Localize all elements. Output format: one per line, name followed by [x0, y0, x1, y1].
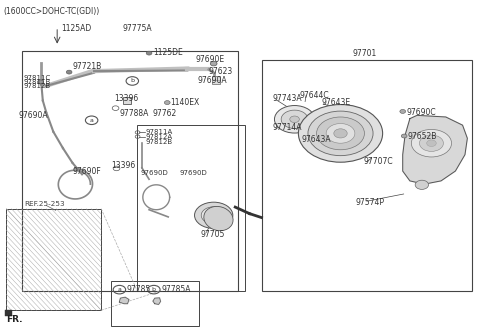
- Text: 97690D: 97690D: [141, 170, 168, 176]
- Circle shape: [427, 140, 436, 146]
- Bar: [111, 281, 199, 326]
- Text: 97644C: 97644C: [300, 90, 329, 100]
- Circle shape: [66, 70, 72, 74]
- Text: 97574P: 97574P: [356, 198, 385, 207]
- Text: 97743A: 97743A: [273, 94, 302, 104]
- Text: 97788A: 97788A: [120, 109, 149, 118]
- Text: 97811B: 97811B: [24, 79, 51, 85]
- Text: 97714A: 97714A: [273, 123, 302, 132]
- Circle shape: [334, 129, 347, 138]
- Bar: [137, 125, 245, 291]
- Circle shape: [290, 116, 300, 123]
- Circle shape: [194, 202, 233, 228]
- Text: FR.: FR.: [6, 315, 23, 324]
- Text: 97785A: 97785A: [161, 286, 191, 294]
- Circle shape: [308, 111, 373, 156]
- Text: 97721B: 97721B: [72, 62, 102, 71]
- Circle shape: [317, 117, 364, 150]
- Circle shape: [326, 124, 355, 143]
- Text: 1125DE: 1125DE: [153, 48, 183, 57]
- Text: 97652B: 97652B: [408, 133, 437, 141]
- Text: a: a: [118, 287, 121, 292]
- Circle shape: [37, 80, 43, 84]
- Text: 97811A: 97811A: [146, 129, 173, 136]
- Circle shape: [210, 61, 217, 66]
- Text: 97690F: 97690F: [72, 167, 101, 176]
- Text: 97690E: 97690E: [195, 55, 224, 64]
- Text: 97812B: 97812B: [24, 83, 51, 89]
- Text: 97623: 97623: [209, 67, 233, 76]
- Ellipse shape: [204, 206, 233, 231]
- Circle shape: [415, 180, 429, 190]
- Text: b: b: [130, 78, 134, 84]
- Circle shape: [208, 211, 219, 219]
- Text: 97690A: 97690A: [19, 111, 48, 120]
- Polygon shape: [403, 115, 468, 184]
- Bar: [22, 51, 238, 291]
- Text: 97690D: 97690D: [179, 170, 207, 176]
- Text: a: a: [90, 118, 94, 123]
- Text: 97812A: 97812A: [146, 134, 173, 140]
- Bar: [212, 76, 220, 84]
- Text: 97762: 97762: [153, 109, 177, 118]
- Circle shape: [420, 135, 444, 151]
- Text: 97707C: 97707C: [363, 157, 393, 166]
- Text: (1600CC>DOHC-TC(GDI)): (1600CC>DOHC-TC(GDI)): [3, 7, 99, 16]
- Text: 97705: 97705: [201, 230, 225, 240]
- Circle shape: [164, 101, 170, 105]
- Text: 97775A: 97775A: [123, 24, 152, 33]
- Text: 97643A: 97643A: [301, 136, 331, 144]
- Bar: [5, 310, 12, 316]
- Text: 97812B: 97812B: [146, 139, 173, 144]
- Polygon shape: [120, 297, 129, 304]
- Text: 97811C: 97811C: [24, 75, 51, 81]
- Text: 97785: 97785: [126, 286, 150, 294]
- Text: 1140EX: 1140EX: [170, 98, 200, 107]
- Text: REF.25-253: REF.25-253: [24, 201, 65, 207]
- Text: 1125AD: 1125AD: [61, 24, 91, 33]
- Text: 97643E: 97643E: [322, 98, 350, 107]
- Text: 97701: 97701: [352, 49, 377, 58]
- Circle shape: [400, 110, 406, 114]
- Polygon shape: [153, 298, 160, 304]
- Bar: [262, 60, 472, 291]
- Bar: [6, 209, 101, 310]
- Circle shape: [411, 129, 452, 157]
- Circle shape: [275, 106, 315, 133]
- Text: b: b: [152, 287, 156, 292]
- Circle shape: [401, 134, 407, 138]
- Circle shape: [281, 110, 308, 128]
- Circle shape: [299, 105, 383, 162]
- Bar: [123, 97, 131, 104]
- Circle shape: [201, 207, 226, 224]
- Text: 13396: 13396: [111, 161, 135, 170]
- Text: 97690A: 97690A: [198, 76, 228, 86]
- Text: 97690C: 97690C: [406, 108, 436, 116]
- Circle shape: [146, 51, 152, 55]
- Text: 13396: 13396: [114, 94, 138, 104]
